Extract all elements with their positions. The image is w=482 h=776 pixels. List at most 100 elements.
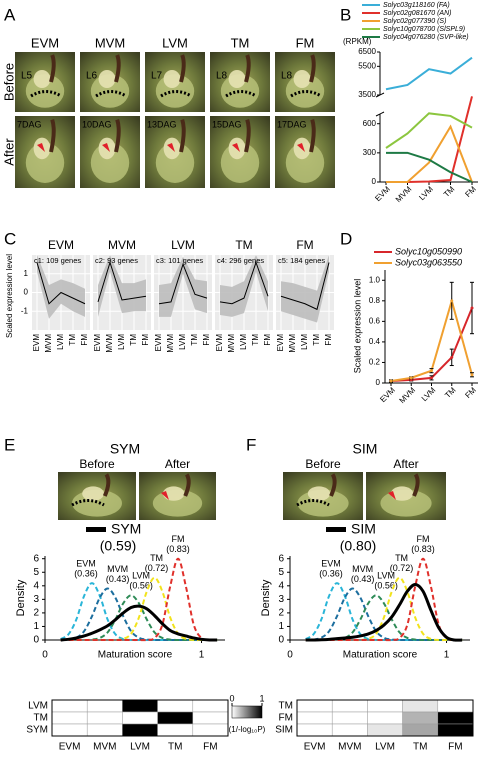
axis-break — [375, 111, 385, 117]
photo-meristem — [228, 70, 246, 88]
heat-cell — [437, 711, 474, 725]
density-curve — [60, 557, 218, 642]
column-title: FM — [296, 35, 315, 50]
dag-label: 10DAG — [82, 119, 112, 129]
dag-label: 17DAG — [277, 119, 307, 129]
photo-leaf — [183, 473, 191, 497]
boundary-dots — [160, 90, 192, 98]
x-tick-label: LVM — [178, 334, 187, 350]
y-tick-label: 300 — [363, 148, 377, 157]
y-tick-label: 5 — [278, 567, 284, 578]
photo-leaf — [244, 118, 251, 153]
series-line — [386, 151, 473, 183]
sd-band — [220, 255, 268, 317]
point — [450, 355, 454, 359]
heat-cell — [402, 711, 439, 725]
curve-score: (0.43) — [351, 574, 375, 584]
photo-label: After — [393, 457, 418, 471]
x-tick-label: EVM — [276, 334, 285, 352]
column-title: LVM — [162, 35, 188, 50]
boundary-dots — [71, 499, 105, 507]
series-line — [386, 124, 473, 183]
heat-cell — [331, 723, 368, 737]
colorbar-label: (1/-log₁₀P) — [229, 725, 266, 734]
arrowhead — [297, 143, 305, 152]
heat-cell — [157, 711, 194, 725]
heat-cell — [157, 699, 194, 713]
heat-cell — [192, 711, 229, 725]
curve-score: (0.56) — [129, 581, 153, 591]
x-tick-label: FM — [463, 385, 478, 400]
x-tick-label: FM — [463, 184, 478, 199]
y-axis-label: Scaled expression level — [5, 254, 14, 338]
y-tick-label: 3500 — [358, 90, 376, 99]
y-axis-label: (RPKM) — [343, 37, 372, 46]
heat-cell — [367, 699, 403, 713]
arrowhead — [37, 143, 45, 152]
boundary-dots — [225, 90, 257, 98]
x-tick-label: EVM — [215, 334, 224, 352]
curve-name: LVM — [377, 571, 395, 581]
x-tick-label: MVM — [394, 184, 414, 204]
panel-title: FM — [296, 238, 313, 252]
x-tick-label: TM — [443, 385, 458, 400]
heat-cell — [51, 723, 88, 737]
curve-name: EVM — [321, 558, 341, 568]
row-label: Before — [1, 63, 16, 101]
heat-cell — [437, 723, 474, 737]
x-tick-label: 0 — [287, 650, 293, 661]
legend-label: SYM — [111, 521, 141, 537]
leaf-label: L8 — [281, 71, 293, 82]
panel-title: LVM — [171, 238, 195, 252]
row-label: FM — [279, 713, 293, 724]
leaf-label: L6 — [86, 71, 98, 82]
panel-subtitle: c1: 109 genes — [34, 256, 81, 265]
photo-meristem — [98, 70, 116, 88]
y-tick-label: 0 — [24, 288, 29, 297]
column-label: EVM — [59, 742, 81, 753]
arrowhead — [102, 143, 110, 152]
heat-cell — [296, 723, 333, 737]
panel-subtitle: c5: 184 genes — [278, 256, 325, 265]
photo-meristem — [390, 486, 414, 501]
row-label: SIM — [275, 725, 293, 736]
y-tick-label: 4 — [33, 580, 39, 591]
series-line — [385, 112, 473, 149]
sd-band — [98, 255, 146, 317]
photo-meristem — [162, 486, 185, 501]
mean-line — [97, 260, 147, 303]
dag-label: 13DAG — [147, 119, 177, 129]
panel-label: F — [246, 435, 256, 454]
y-axis-label: Density — [15, 579, 27, 616]
heat-cell — [86, 723, 123, 737]
photo-leaf — [179, 118, 186, 153]
column-label: MVM — [93, 742, 116, 753]
y-tick-label: 0.8 — [369, 296, 381, 305]
column-label: MVM — [338, 742, 361, 753]
x-tick-label: FM — [324, 334, 333, 346]
y-tick-label: 1 — [278, 621, 284, 632]
curve-name: MVM — [352, 564, 373, 574]
panel-title: TM — [235, 238, 252, 252]
photo-meristem — [163, 70, 181, 88]
y-tick-label: 1 — [24, 269, 29, 278]
photo-leaf — [309, 54, 316, 83]
photo-leaf — [412, 473, 420, 497]
photo-leaf — [329, 473, 337, 497]
legend-swatch — [326, 527, 346, 532]
panel-subtitle: c2: 93 genes — [95, 256, 138, 265]
curve-score: (0.43) — [106, 574, 130, 584]
photo-leaf — [49, 118, 56, 153]
panel-label: D — [340, 229, 352, 248]
curve-name: LVM — [132, 571, 150, 581]
boundary-dots — [95, 90, 127, 98]
legend-label: Solyc03g063550 — [395, 257, 462, 267]
legend-label: Solyc10g050990 — [395, 246, 462, 256]
x-tick-label: MVM — [288, 334, 297, 353]
column-title: TM — [231, 35, 250, 50]
x-tick-label: FM — [80, 334, 89, 346]
x-tick-label: LVM — [239, 334, 248, 350]
heat-cell — [122, 699, 158, 713]
x-tick-label: EVM — [154, 334, 163, 352]
column-label: FM — [448, 742, 462, 753]
